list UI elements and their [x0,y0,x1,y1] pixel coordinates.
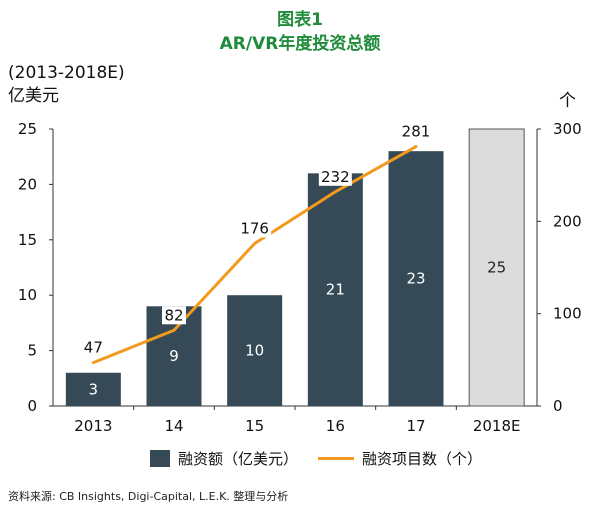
left-tick-label: 15 [18,231,37,249]
bar-value-label: 21 [326,281,345,299]
x-tick-label: 14 [164,417,183,435]
line-value-label: 47 [84,339,103,357]
left-tick-label: 10 [18,286,37,304]
line-point [91,361,95,365]
bars: 3 9 10 21 23 25 [65,128,525,407]
line-point [253,241,257,245]
bar [388,151,444,406]
line-point [333,190,337,194]
chart-title-block: 图表1 AR/VR年度投资总额 [0,8,600,56]
right-tick-label: 300 [553,120,582,138]
line-series: 47 82 176 232 281 [81,122,433,365]
legend: 融资额（亿美元） 融资项目数（个） [0,448,600,474]
bar-projected [468,128,525,407]
legend-line-label: 融资项目数（个） [362,450,483,468]
left-axis-unit: 亿美元 [8,86,59,106]
chart-title: AR/VR年度投资总额 [219,34,381,54]
line-value-label: 281 [402,123,431,141]
period-label: (2013-2018E) [8,63,125,83]
bar [227,295,283,406]
legend-bar-label: 融资额（亿美元） [178,450,299,468]
line-label-bg [399,122,433,141]
right-tick-label: 100 [553,305,582,323]
left-tick-label: 20 [18,175,37,193]
right-tick-label: 0 [553,397,563,415]
legend-item-line: 融资项目数（个） [318,448,482,469]
line-label-bg [162,306,186,325]
bar-value-label: 10 [245,342,264,360]
line-point [414,145,418,149]
x-tick-label: 17 [406,417,425,435]
right-axis-unit: 个 [559,91,576,111]
chart-title-number: 图表1 [277,10,323,30]
axes: 0 5 10 15 20 25 0 100 200 300 2013 14 15 16 17 2018E [18,120,582,435]
line-label-bg [81,338,106,357]
left-tick-label: 0 [27,397,37,415]
x-tick-label: 2018E [473,417,521,435]
line-value-label: 176 [240,219,269,237]
legend-item-bar: 融资额（亿美元） [150,448,298,469]
bar-value-label: 25 [487,259,506,277]
line-value-label: 82 [164,306,183,324]
legend-bar-swatch [150,450,170,467]
right-tick-label: 200 [553,212,582,230]
bar-value-label: 3 [89,380,99,398]
x-tick-label: 2013 [74,417,112,435]
line-label-bg [238,219,272,238]
line-value-label: 232 [321,168,350,186]
source-note: 资料来源: CB Insights, Digi-Capital, L.E.K. … [8,490,289,503]
line-label-bg [318,167,352,186]
bar [307,173,363,406]
line-point [172,328,176,332]
left-axis-header: (2013-2018E) 亿美元 [8,62,125,108]
bar-value-label: 9 [169,347,179,365]
bar [65,372,121,406]
bar-value-label: 23 [406,270,425,288]
left-tick-label: 5 [27,342,37,360]
x-tick-label: 15 [245,417,264,435]
left-tick-label: 25 [18,120,37,138]
x-tick-label: 16 [326,417,345,435]
legend-line-swatch [318,457,354,460]
